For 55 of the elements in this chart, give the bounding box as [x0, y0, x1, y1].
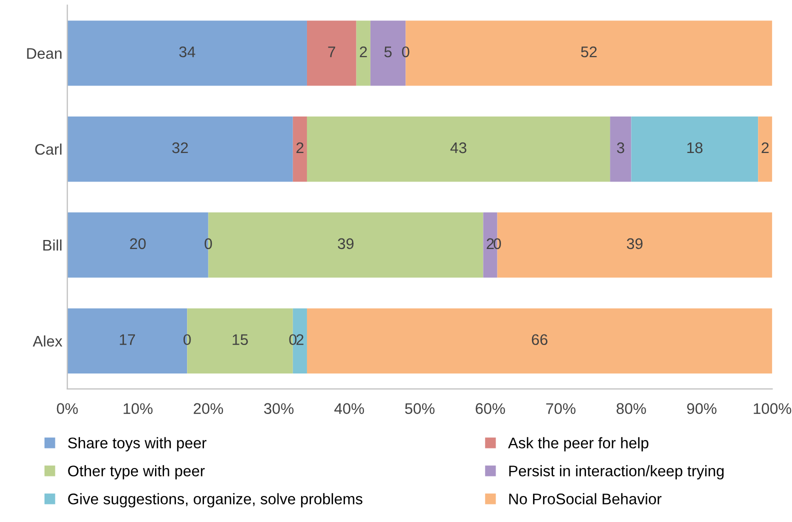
legend-label: Ask the peer for help — [508, 437, 648, 452]
bar — [292, 116, 307, 182]
bar — [631, 116, 758, 182]
y-tick-label: Bill — [43, 239, 62, 251]
x-tick-label: 80% — [616, 403, 646, 414]
data-label: 3 — [616, 142, 624, 154]
y-tick-label: Carl — [35, 144, 62, 155]
data-label: 17 — [120, 334, 135, 345]
bar — [356, 20, 370, 86]
x-tick-label: 90% — [687, 403, 716, 414]
annotation: 0 — [289, 334, 297, 346]
x-tick-label: 50% — [405, 403, 435, 414]
x-tick-label: 10% — [124, 403, 153, 414]
legend-label: Give suggestions, organize, solve problems — [68, 493, 362, 508]
bar — [306, 308, 772, 374]
bar — [67, 116, 293, 182]
data-label: 39 — [338, 238, 354, 250]
x-tick-label: 100% — [754, 403, 792, 414]
data-label: 20 — [130, 238, 146, 250]
data-label: 2 — [296, 142, 304, 154]
data-label: 2 — [762, 142, 769, 154]
data-label: 32 — [172, 142, 188, 154]
data-label: 34 — [179, 46, 196, 58]
data-label: 43 — [450, 142, 466, 154]
data-label: 15 — [232, 334, 248, 346]
legend-label: Persist in interaction/keep trying — [509, 465, 724, 480]
bar — [758, 116, 772, 182]
data-label: 2 — [296, 334, 304, 345]
x-tick-label: 20% — [194, 403, 224, 414]
annotation: 0 — [204, 238, 212, 250]
data-label: 7 — [328, 46, 336, 58]
data-label: 39 — [626, 238, 643, 250]
bar — [306, 116, 610, 182]
legend-label: Other type with peer — [68, 465, 205, 480]
x-tick-label: 60% — [476, 403, 505, 414]
x-tick-label: 0% — [56, 403, 78, 414]
data-label: 2 — [360, 46, 367, 58]
y-tick-label: Alex — [32, 335, 62, 347]
x-tick-label: 30% — [264, 403, 294, 414]
legend-label: Share toys with peer — [68, 437, 206, 452]
annotation: 0 — [184, 334, 191, 346]
annotation: 0 — [494, 238, 501, 250]
x-tick-label: 70% — [546, 403, 576, 414]
y-tick-label: Dean — [27, 48, 62, 59]
data-label: 52 — [581, 46, 597, 58]
bar — [67, 20, 307, 86]
data-label: 2 — [486, 238, 494, 249]
x-tick-label: 40% — [334, 403, 364, 414]
legend-label: No ProSocial Behavior — [509, 493, 662, 504]
annotation: 0 — [402, 46, 410, 58]
data-label: 66 — [532, 334, 548, 346]
data-label: 5 — [384, 46, 392, 58]
data-label: 18 — [687, 142, 702, 154]
bar — [610, 116, 632, 182]
bar — [306, 20, 356, 86]
